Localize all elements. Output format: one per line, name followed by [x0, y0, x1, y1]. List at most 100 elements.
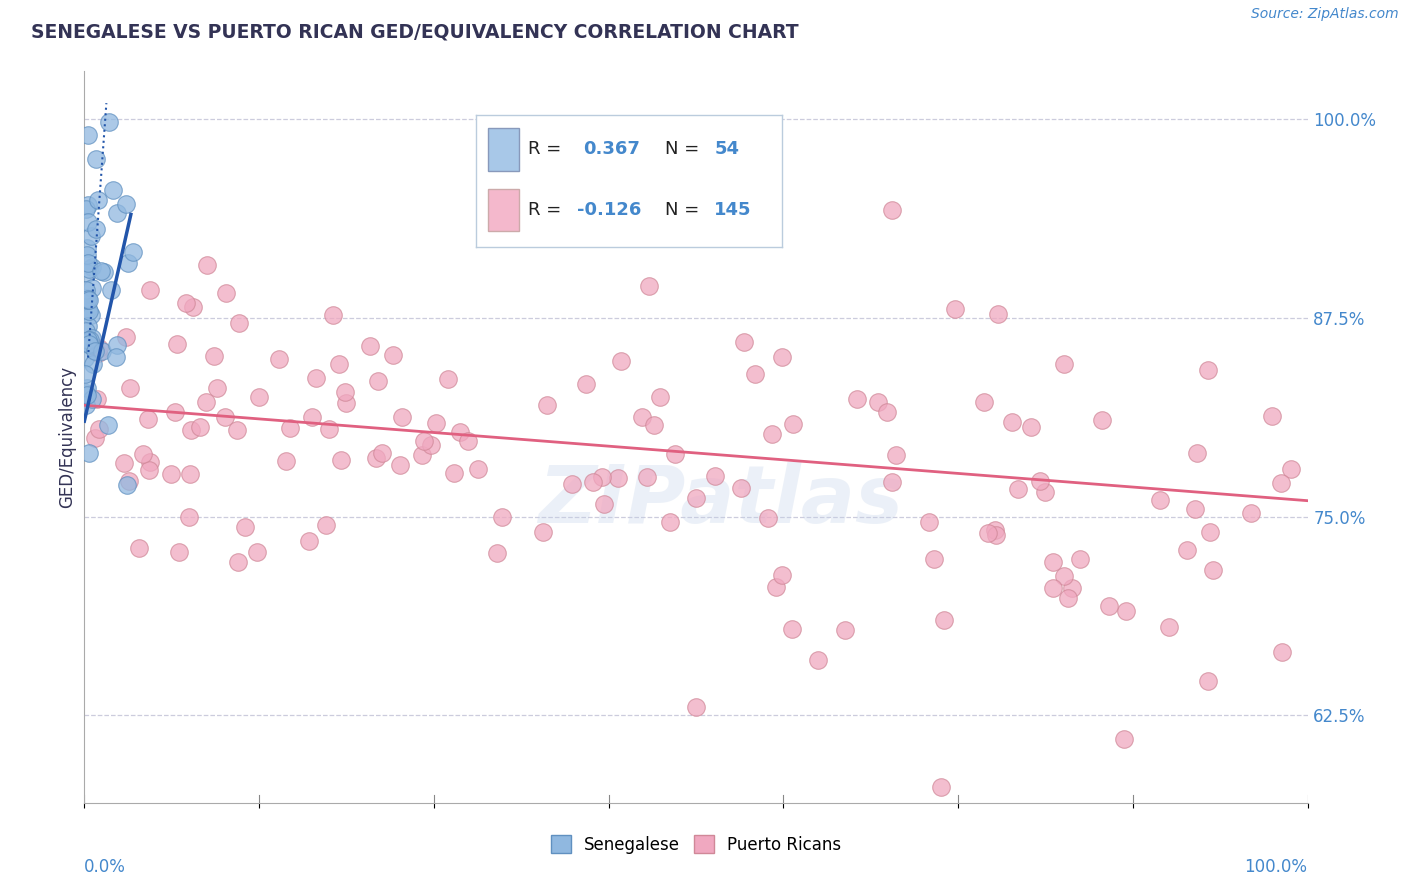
Point: [744, 367, 766, 381]
Point: [117, 256, 139, 270]
Point: [335, 396, 357, 410]
Text: 0.0%: 0.0%: [84, 858, 127, 877]
Point: [82, 331, 104, 345]
Point: [884, 448, 907, 462]
Point: [112, 456, 135, 470]
Point: [174, 295, 197, 310]
Point: [301, 410, 323, 425]
Point: [730, 481, 752, 495]
Point: [77, 262, 100, 277]
Point: [226, 423, 249, 437]
Point: [370, 446, 392, 460]
Point: [437, 371, 460, 385]
Point: [177, 510, 200, 524]
Point: [876, 405, 898, 419]
Point: [943, 302, 966, 317]
Point: [834, 624, 856, 638]
Point: [610, 353, 633, 368]
Point: [181, 300, 204, 314]
Point: [73, 351, 96, 366]
Point: [82, 281, 104, 295]
Point: [685, 491, 707, 506]
Point: [367, 374, 389, 388]
Point: [582, 475, 605, 490]
Point: [76, 293, 98, 307]
Point: [467, 462, 489, 476]
Point: [280, 421, 302, 435]
Point: [215, 285, 238, 300]
Point: [419, 438, 441, 452]
Point: [82, 392, 104, 406]
Point: [1057, 591, 1080, 606]
Point: [973, 395, 995, 409]
Point: [1184, 501, 1206, 516]
Point: [650, 390, 672, 404]
Point: [318, 422, 340, 436]
Point: [364, 451, 387, 466]
Point: [97, 115, 120, 129]
Point: [100, 283, 122, 297]
Point: [76, 266, 98, 280]
Point: [76, 241, 98, 255]
Point: [1001, 415, 1024, 429]
Point: [1053, 358, 1076, 372]
Point: [765, 580, 787, 594]
Point: [443, 467, 465, 481]
Text: 100.0%: 100.0%: [1244, 858, 1308, 877]
Point: [84, 431, 107, 445]
Point: [536, 398, 558, 412]
Point: [179, 467, 201, 481]
Point: [97, 417, 120, 432]
Point: [1240, 506, 1263, 520]
Point: [77, 319, 100, 334]
Point: [491, 509, 513, 524]
Point: [87, 193, 110, 207]
Point: [276, 453, 298, 467]
Point: [643, 418, 665, 433]
Point: [118, 381, 141, 395]
Point: [1042, 581, 1064, 595]
Point: [1271, 645, 1294, 659]
Point: [79, 337, 101, 351]
Point: [591, 469, 613, 483]
Point: [166, 336, 188, 351]
Point: [76, 382, 98, 396]
Point: [76, 256, 98, 270]
Point: [531, 524, 554, 539]
Point: [114, 330, 136, 344]
Point: [194, 395, 217, 409]
Point: [298, 533, 321, 548]
Point: [782, 417, 804, 431]
Point: [1115, 604, 1137, 618]
Point: [685, 700, 707, 714]
Point: [704, 469, 727, 483]
Point: [89, 341, 111, 355]
Point: [561, 476, 583, 491]
Point: [82, 260, 104, 274]
Point: [121, 245, 143, 260]
Point: [76, 388, 98, 402]
Point: [880, 475, 903, 490]
Point: [592, 497, 614, 511]
Point: [1007, 482, 1029, 496]
Point: [1029, 474, 1052, 488]
Point: [246, 544, 269, 558]
Point: [84, 152, 107, 166]
Point: [1033, 484, 1056, 499]
Point: [984, 523, 1007, 537]
Point: [333, 384, 356, 399]
Point: [659, 516, 682, 530]
Point: [160, 467, 183, 481]
Point: [197, 258, 219, 272]
Point: [1198, 525, 1220, 540]
Point: [425, 416, 447, 430]
Point: [607, 471, 630, 485]
Point: [205, 381, 228, 395]
Point: [214, 409, 236, 424]
Point: [139, 455, 162, 469]
Point: [664, 447, 686, 461]
Point: [780, 622, 803, 636]
Point: [1069, 551, 1091, 566]
Text: Source: ZipAtlas.com: Source: ZipAtlas.com: [1251, 7, 1399, 21]
Point: [90, 264, 112, 278]
